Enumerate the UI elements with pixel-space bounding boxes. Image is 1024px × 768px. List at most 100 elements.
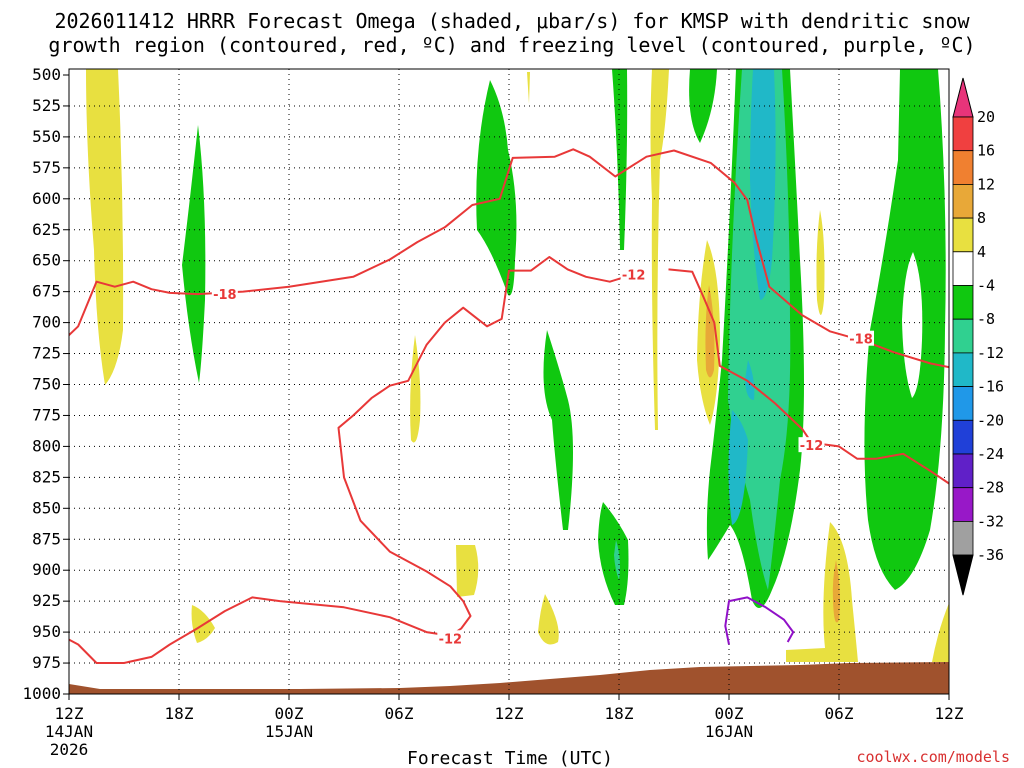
x-tick-date-label: 16JAN: [705, 722, 753, 741]
colorbar-label: -36: [977, 546, 1004, 564]
colorbar-label: 4: [977, 243, 986, 261]
colorbar-label: -24: [977, 445, 1004, 463]
y-tick-label: 750: [32, 375, 61, 394]
x-tick-label: 12Z: [55, 704, 84, 723]
contour-label-bg: [848, 330, 874, 346]
y-tick-label: 575: [32, 158, 61, 177]
colorbar-segment: [952, 251, 974, 286]
x-tick-date-label: 15JAN: [265, 722, 313, 741]
omega-negative-region: [476, 80, 517, 296]
y-tick-label: 850: [32, 498, 61, 517]
y-tick-label: 525: [32, 96, 61, 115]
y-tick-label: 550: [32, 127, 61, 146]
contour-labels: -18 -12 -18 -12 -12: [211, 266, 874, 647]
colorbar-label: -20: [977, 411, 1004, 429]
chart-title-line-1: 2026011412 HRRR Forecast Omega (shaded, …: [54, 9, 970, 33]
contour-line: [69, 148, 949, 369]
colorbar-segment: [952, 150, 974, 185]
colorbar-segment: [952, 217, 974, 253]
colorbar-top-arrow: [952, 77, 974, 118]
omega-positive-region: [86, 69, 124, 385]
omega-positive-region: [786, 522, 858, 662]
contour-label: -12: [800, 439, 824, 454]
colorbar-segment: [952, 318, 974, 354]
omega-positive-region: [932, 603, 949, 662]
omega-positive-region: [816, 210, 825, 315]
colorbar-segment: [952, 453, 974, 489]
colorbar-label: 12: [977, 175, 995, 193]
x-tick-label: 12Z: [495, 704, 524, 723]
contour-line: [724, 596, 795, 645]
colorbar-segment: [952, 116, 974, 152]
contour-label-bg: [620, 266, 647, 282]
y-tick-label: 800: [32, 436, 61, 455]
x-tick-label: 06Z: [385, 704, 414, 723]
omega-positive-region: [527, 72, 530, 104]
y-tick-label: 700: [32, 313, 61, 332]
omega-negative-region: [728, 410, 748, 525]
colorbar-bottom-arrow: [952, 554, 974, 596]
x-tick-year-label: 2026: [50, 740, 89, 759]
y-tick-label: 925: [32, 591, 61, 610]
colorbar-segment: [952, 183, 974, 219]
x-tick-date-label: 14JAN: [45, 722, 93, 741]
y-axis-ticks: 500 525 550 575 600 625 650 675 700 725 750 775 800 8…: [22, 65, 69, 703]
colorbar-label: 16: [977, 142, 995, 160]
contour-line: [668, 268, 949, 485]
x-tick-label: 00Z: [275, 704, 304, 723]
colorbar-label: 20: [977, 108, 995, 126]
omega-positive-region: [650, 69, 669, 430]
colorbar-label: -16: [977, 378, 1004, 396]
omega-positive-region: [832, 560, 840, 623]
colorbar-segment: [952, 419, 974, 455]
y-tick-label: 500: [32, 65, 61, 84]
omega-positive-region: [456, 545, 479, 597]
contour-label-bg: [437, 630, 464, 646]
y-tick-label: 1000: [22, 684, 61, 703]
contour-label: -12: [439, 632, 463, 647]
credit-link[interactable]: coolwx.com/models: [856, 748, 1010, 766]
y-tick-label: 975: [32, 653, 61, 672]
contour-line: [69, 256, 634, 664]
x-tick-label: 06Z: [825, 704, 854, 723]
contour-label-bg: [798, 437, 825, 453]
y-tick-label: 650: [32, 251, 61, 270]
omega-negative-region: [902, 252, 923, 398]
y-tick-label: 875: [32, 529, 61, 548]
omega-positive-region: [538, 594, 559, 645]
chart-title-line-2: growth region (contoured, red, ºC) and f…: [48, 33, 975, 57]
colorbar-segment: [952, 386, 974, 421]
colorbar-label: -28: [977, 479, 1004, 497]
plot-area: -18 -12 -18 -12 -12: [68, 68, 950, 695]
colorbar-segment: [952, 285, 974, 320]
contour-label: -18: [213, 288, 237, 303]
y-tick-label: 625: [32, 220, 61, 239]
y-tick-label: 775: [32, 405, 61, 424]
x-tick-label: 00Z: [715, 704, 744, 723]
colorbar-label: -32: [977, 512, 1004, 530]
colorbar-segment: [952, 352, 974, 387]
omega-negative-region: [612, 69, 628, 250]
omega-negative-region: [543, 330, 573, 530]
omega-negative-region: [182, 125, 206, 383]
y-tick-label: 825: [32, 467, 61, 486]
omega-negative-region: [745, 360, 755, 400]
colorbar-label: 8: [977, 209, 986, 227]
omega-negative-region: [598, 502, 629, 605]
colorbar-label: -4: [977, 277, 995, 295]
y-tick-label: 675: [32, 282, 61, 301]
x-tick-label: 18Z: [605, 704, 634, 723]
x-tick-label: 18Z: [165, 704, 194, 723]
y-tick-label: 900: [32, 560, 61, 579]
omega-shading: [86, 69, 949, 662]
colorbar-label: -12: [977, 344, 1004, 362]
contour-label-bg: [211, 286, 238, 302]
colorbar-label: -8: [977, 310, 995, 328]
y-tick-label: 950: [32, 622, 61, 641]
y-tick-label: 725: [32, 344, 61, 363]
contour-label: -12: [622, 268, 646, 283]
colorbar-segment: [952, 487, 974, 522]
y-tick-label: 600: [32, 189, 61, 208]
